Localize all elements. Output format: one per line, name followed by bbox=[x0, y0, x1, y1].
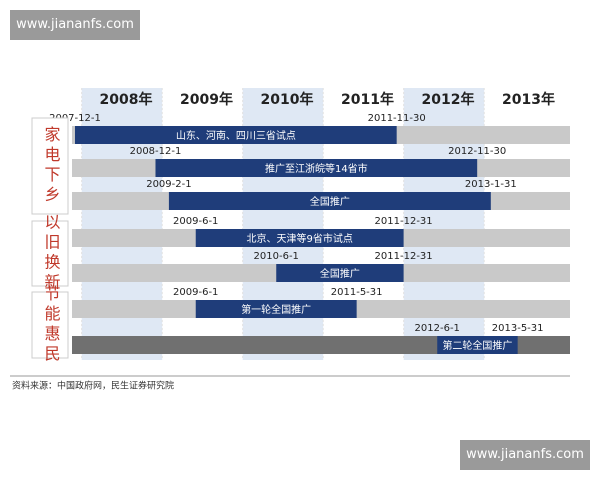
start-date: 2009-2-1 bbox=[146, 179, 191, 190]
task-label: 山东、河南、四川三省试点 bbox=[176, 129, 296, 142]
end-date: 2011-5-31 bbox=[331, 287, 383, 298]
task-bar bbox=[437, 336, 518, 354]
task-label: 第二轮全国推广 bbox=[442, 339, 512, 352]
start-date: 2008-12-1 bbox=[130, 146, 182, 157]
end-date: 2012-11-30 bbox=[448, 146, 506, 157]
task-bar bbox=[155, 159, 478, 177]
task-label: 第一轮全国推广 bbox=[241, 303, 311, 316]
group-label: 节能惠民 bbox=[42, 285, 61, 365]
task-label: 北京、天津等9省市试点 bbox=[246, 232, 352, 245]
year-label: 2013年 bbox=[502, 91, 555, 108]
year-label: 2009年 bbox=[180, 91, 233, 108]
task-bar bbox=[195, 300, 357, 318]
task-bar bbox=[195, 229, 404, 247]
task-bar bbox=[168, 192, 491, 210]
source-note: 资料来源：中国政府网，民生证券研究院 bbox=[12, 380, 174, 392]
year-label: 2012年 bbox=[421, 91, 474, 108]
watermark: www.jiananfs.com bbox=[10, 10, 140, 40]
end-date: 2011-12-31 bbox=[375, 251, 433, 262]
group-label: 以旧换新 bbox=[42, 214, 61, 294]
group-box bbox=[31, 117, 69, 215]
start-date: 2010-6-1 bbox=[254, 251, 299, 262]
group-box bbox=[31, 291, 69, 359]
watermark: www.jiananfs.com bbox=[460, 440, 590, 470]
group-label: 家电下乡 bbox=[42, 126, 61, 206]
task-label: 全国推广 bbox=[320, 267, 360, 280]
year-label: 2008年 bbox=[99, 91, 152, 108]
timeline-chart: 2008年 2009年 2010年 2011年 2012年 2013年山东、河南、四川三省… bbox=[10, 88, 570, 392]
task-label: 推广至江浙皖等14省市 bbox=[265, 162, 368, 175]
start-date: 2009-6-1 bbox=[173, 216, 218, 227]
end-date: 2011-12-31 bbox=[375, 216, 433, 227]
task-bar bbox=[74, 126, 397, 144]
year-label: 2011年 bbox=[341, 91, 394, 108]
end-date: 2013-1-31 bbox=[465, 179, 517, 190]
start-date: 2009-6-1 bbox=[173, 287, 218, 298]
start-date: 2012-6-1 bbox=[415, 323, 460, 334]
year-label: 2010年 bbox=[260, 91, 313, 108]
group-box bbox=[31, 220, 69, 287]
start-date: 2007-12-1 bbox=[49, 113, 101, 124]
task-label: 全国推广 bbox=[310, 195, 350, 208]
end-date: 2011-11-30 bbox=[368, 113, 426, 124]
end-date: 2013-5-31 bbox=[492, 323, 544, 334]
task-bar bbox=[276, 264, 404, 282]
